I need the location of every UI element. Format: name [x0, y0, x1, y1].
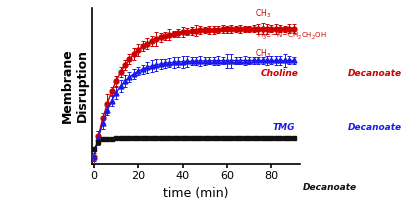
- Text: Decanoate: Decanoate: [302, 184, 357, 192]
- X-axis label: time (min): time (min): [163, 186, 229, 199]
- Text: H$_3$C$-\overset{+}{\rm N}$$-$CH$_2$CH$_2$OH: H$_3$C$-\overset{+}{\rm N}$$-$CH$_2$CH$_…: [257, 26, 327, 42]
- Text: Choline: Choline: [261, 70, 298, 78]
- Text: CH$_3$: CH$_3$: [255, 48, 271, 60]
- Y-axis label: Membrane
Disruption: Membrane Disruption: [61, 49, 89, 123]
- Text: CH$_3$: CH$_3$: [255, 8, 271, 20]
- Text: Decanoate: Decanoate: [348, 123, 402, 132]
- Text: TMG: TMG: [272, 123, 295, 132]
- Text: Decanoate: Decanoate: [348, 70, 402, 78]
